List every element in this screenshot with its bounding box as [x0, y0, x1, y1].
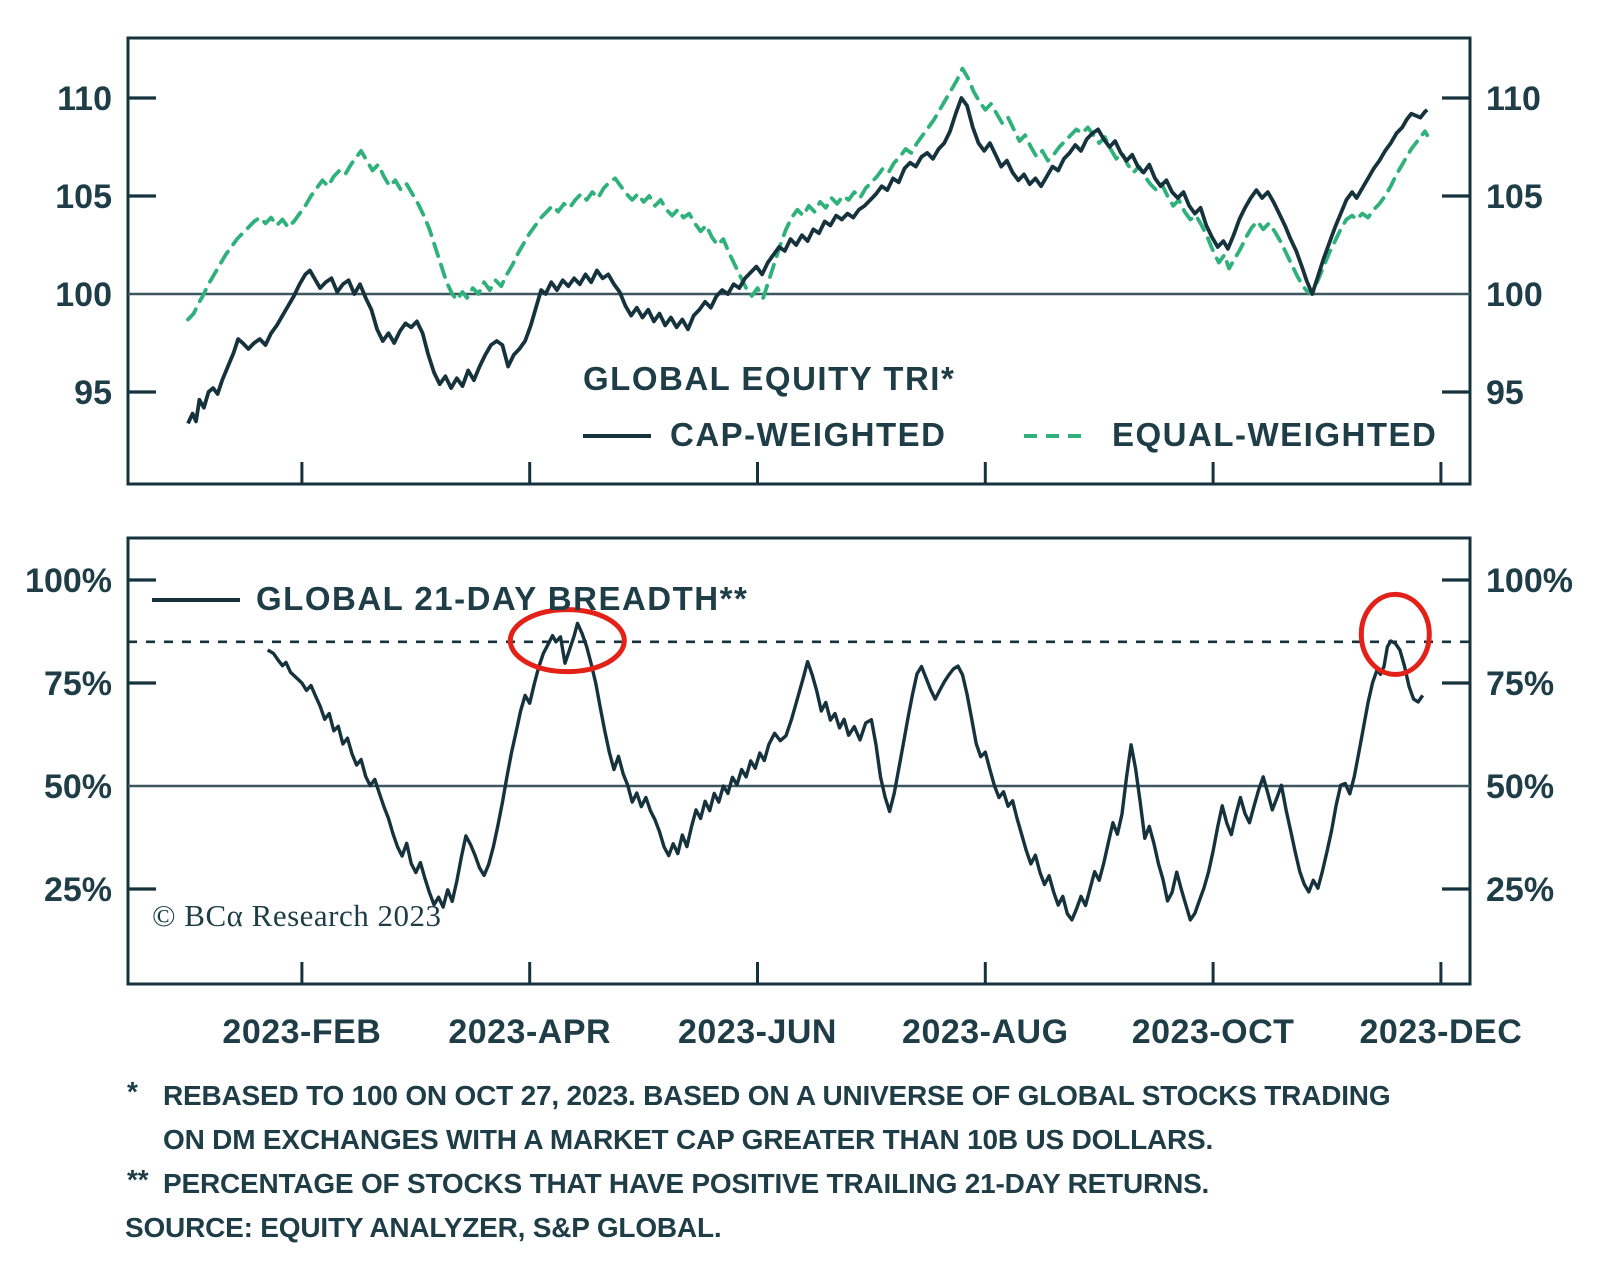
footnote-line: ON DM EXCHANGES WITH A MARKET CAP GREATE… — [163, 1124, 1214, 1155]
footnote-line: REBASED TO 100 ON OCT 27, 2023. BASED ON… — [163, 1080, 1391, 1111]
top-ytick-label-right-110: 110 — [1486, 80, 1541, 118]
top-ytick-label-left-105: 105 — [55, 178, 112, 216]
xtick-label-2023-DEC: 2023-DEC — [1360, 1013, 1523, 1051]
bottom-ytick-label-left-50: 50% — [44, 768, 112, 806]
xtick-label-2023-AUG: 2023-AUG — [902, 1013, 1069, 1051]
footnote-line: PERCENTAGE OF STOCKS THAT HAVE POSITIVE … — [163, 1168, 1210, 1199]
copyright-note: © BCα Research 2023 — [152, 898, 442, 933]
top-ytick-label-left-100: 100 — [55, 276, 112, 314]
breadth-legend-label: GLOBAL 21-DAY BREADTH** — [256, 580, 749, 617]
top-ytick-label-right-95: 95 — [1486, 374, 1524, 412]
top-panel-border — [126, 36, 1472, 486]
bottom-ytick-label-right-25: 25% — [1486, 871, 1554, 909]
bottom-ytick-label-left-75: 75% — [44, 665, 112, 703]
red-circle-annotation-december — [1358, 591, 1432, 677]
footnote-marker-1: * — [127, 1076, 138, 1107]
bottom-ytick-label-right-50: 50% — [1486, 768, 1554, 806]
top-ytick-label-left-95: 95 — [74, 374, 112, 412]
bottom-panel-border — [126, 536, 1472, 986]
footnote-3: SOURCE: EQUITY ANALYZER, S&P GLOBAL. — [125, 1206, 1455, 1250]
red-circle-annotation-april — [507, 607, 627, 675]
bottom-ytick-label-right-75: 75% — [1486, 665, 1554, 703]
bottom-ytick-label-right-100: 100% — [1486, 562, 1573, 600]
footnotes-block: * REBASED TO 100 ON OCT 27, 2023. BASED O… — [125, 1074, 1455, 1250]
equal-weighted-line-sample — [1024, 434, 1090, 438]
bottom-ytick-label-left-25: 25% — [44, 871, 112, 909]
xtick-label-2023-APR: 2023-APR — [448, 1013, 611, 1051]
bottom-ytick-label-left-100: 100% — [25, 562, 112, 600]
breadth-line — [266, 621, 1425, 922]
equal-weighted-line — [186, 66, 1430, 322]
top-ytick-label-left-110: 110 — [57, 80, 112, 118]
equal-weighted-legend-label: EQUAL-WEIGHTED — [1112, 416, 1438, 453]
xtick-label-2023-OCT: 2023-OCT — [1132, 1013, 1295, 1051]
breadth-line-sample — [152, 598, 240, 602]
cap-weighted-legend-label: CAP-WEIGHTED — [670, 416, 947, 453]
xtick-label-2023-JUN: 2023-JUN — [678, 1013, 837, 1051]
top-ytick-label-right-105: 105 — [1486, 178, 1543, 216]
top-ytick-label-right-100: 100 — [1486, 276, 1543, 314]
xtick-label-2023-FEB: 2023-FEB — [222, 1013, 381, 1051]
cap-weighted-line — [186, 96, 1429, 425]
top-legend-title: GLOBAL EQUITY TRI* — [583, 360, 956, 397]
cap-weighted-line-sample — [583, 434, 651, 438]
footnote-line: SOURCE: EQUITY ANALYZER, S&P GLOBAL. — [125, 1212, 722, 1243]
footnote-marker-2: ** — [127, 1164, 149, 1195]
footnote-1: * REBASED TO 100 ON OCT 27, 2023. BASED O… — [125, 1074, 1455, 1162]
footnote-2: ** PERCENTAGE OF STOCKS THAT HAVE POSITIV… — [125, 1162, 1455, 1206]
